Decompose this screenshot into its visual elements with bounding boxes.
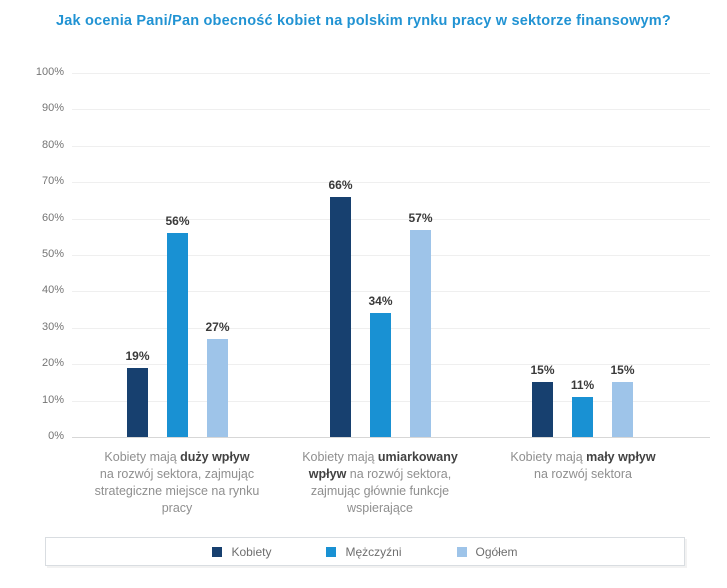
y-axis-tick-label: 100% [35,66,64,78]
legend-swatch-ogolem [456,546,467,557]
bar-value-label: 56% [165,214,190,229]
gridline [72,255,710,256]
y-axis-tick-label: 40% [41,284,64,297]
bar-value-label: 15% [530,363,555,378]
category-label-text: na rozwój sektora [534,467,632,481]
y-axis-tick-label: 0% [48,430,64,442]
bar-value-label: 34% [368,294,393,309]
y-axis-tick-label: 70% [41,175,64,188]
bar-ogolem [410,229,431,437]
gridline [72,145,710,147]
gridline [72,327,710,329]
bar-slot-kobiety: 15% [530,73,555,437]
legend-label: Mężczyźni [345,544,402,559]
y-axis-tick-label: 50% [41,248,64,260]
plot-area: 19% 56% 27% 66% 34% 57% 15% 11% 15% [72,73,710,438]
bar-slot-ogolem: 27% [205,73,230,437]
bar-mezczyzni [572,396,593,437]
bar-kobiety [127,367,148,437]
bar-mezczyzni [167,233,188,437]
bar-group: 66% 34% 57% [328,73,433,437]
bar-ogolem [612,382,633,437]
gridline [72,400,710,402]
category-label-bold: umiarkowany wpływ [308,450,458,481]
bar-slot-mezczyzni: 34% [368,73,393,437]
bar-value-label: 19% [125,348,150,363]
category-label-text: Kobiety mają [104,450,181,464]
y-axis-tick-label: 20% [41,357,64,370]
bar-slot-ogolem: 57% [408,73,433,437]
category-label-text: Kobiety mają [510,450,587,464]
category-label-bold: duży wpływ [180,450,250,464]
gridline [72,182,710,184]
legend-item-mezczyzni: Mężczyźni [326,544,402,559]
bar-value-label: 66% [328,177,353,192]
category-label-text: Kobiety mają [302,450,378,464]
legend-swatch-mezczyzni [326,546,337,557]
bar-mezczyzni [370,313,391,437]
bar-slot-mezczyzni: 56% [165,73,190,437]
bar-slot-kobiety: 66% [328,73,353,437]
gridline [72,218,710,220]
bar-slot-ogolem: 15% [610,73,635,437]
category-label-text: na rozwój sektora, zajmując strategiczne… [94,467,260,515]
legend-label: Kobiety [231,544,272,559]
category-label-text: na rozwój sektora, zajmując głównie funk… [310,467,452,515]
category-label: Kobiety mają mały wpływ na rozwój sektor… [471,449,695,483]
bar-slot-kobiety: 19% [125,73,150,437]
bar-value-label: 27% [205,319,230,334]
bar-value-label: 11% [570,377,595,392]
legend-label: Ogółem [475,544,518,559]
y-axis-tick-label: 80% [41,138,64,151]
gridline [72,437,710,438]
legend-item-kobiety: Kobiety [212,545,271,559]
bar-value-label: 15% [610,363,635,378]
bar-ogolem [207,338,228,437]
bar-kobiety [532,382,553,437]
bar-kobiety [330,196,351,437]
legend-item-ogolem: Ogółem [456,544,518,559]
gridline [72,109,710,111]
y-axis-tick-label: 10% [41,393,64,406]
y-axis-tick-label: 90% [41,102,64,115]
category-label: Kobiety mają duży wpływ na rozwój sektor… [65,449,289,517]
gridline [72,73,710,74]
category-label: Kobiety mają umiarkowany wpływ na rozwój… [268,449,492,517]
bar-group: 19% 56% 27% [125,73,230,437]
y-axis-tick-label: 60% [41,211,64,224]
bar-value-label: 57% [408,210,433,225]
y-axis-tick-label: 30% [41,320,64,333]
legend-swatch-kobiety [212,546,223,557]
bar-slot-mezczyzni: 11% [570,73,595,437]
category-label-bold: mały wpływ [586,450,656,464]
gridline [72,364,710,366]
chart-title: Jak ocenia Pani/Pan obecność kobiet na p… [56,13,671,29]
legend: Kobiety Mężczyźni Ogółem [45,537,685,566]
gridline [72,291,710,293]
bar-group: 15% 11% 15% [530,73,635,437]
